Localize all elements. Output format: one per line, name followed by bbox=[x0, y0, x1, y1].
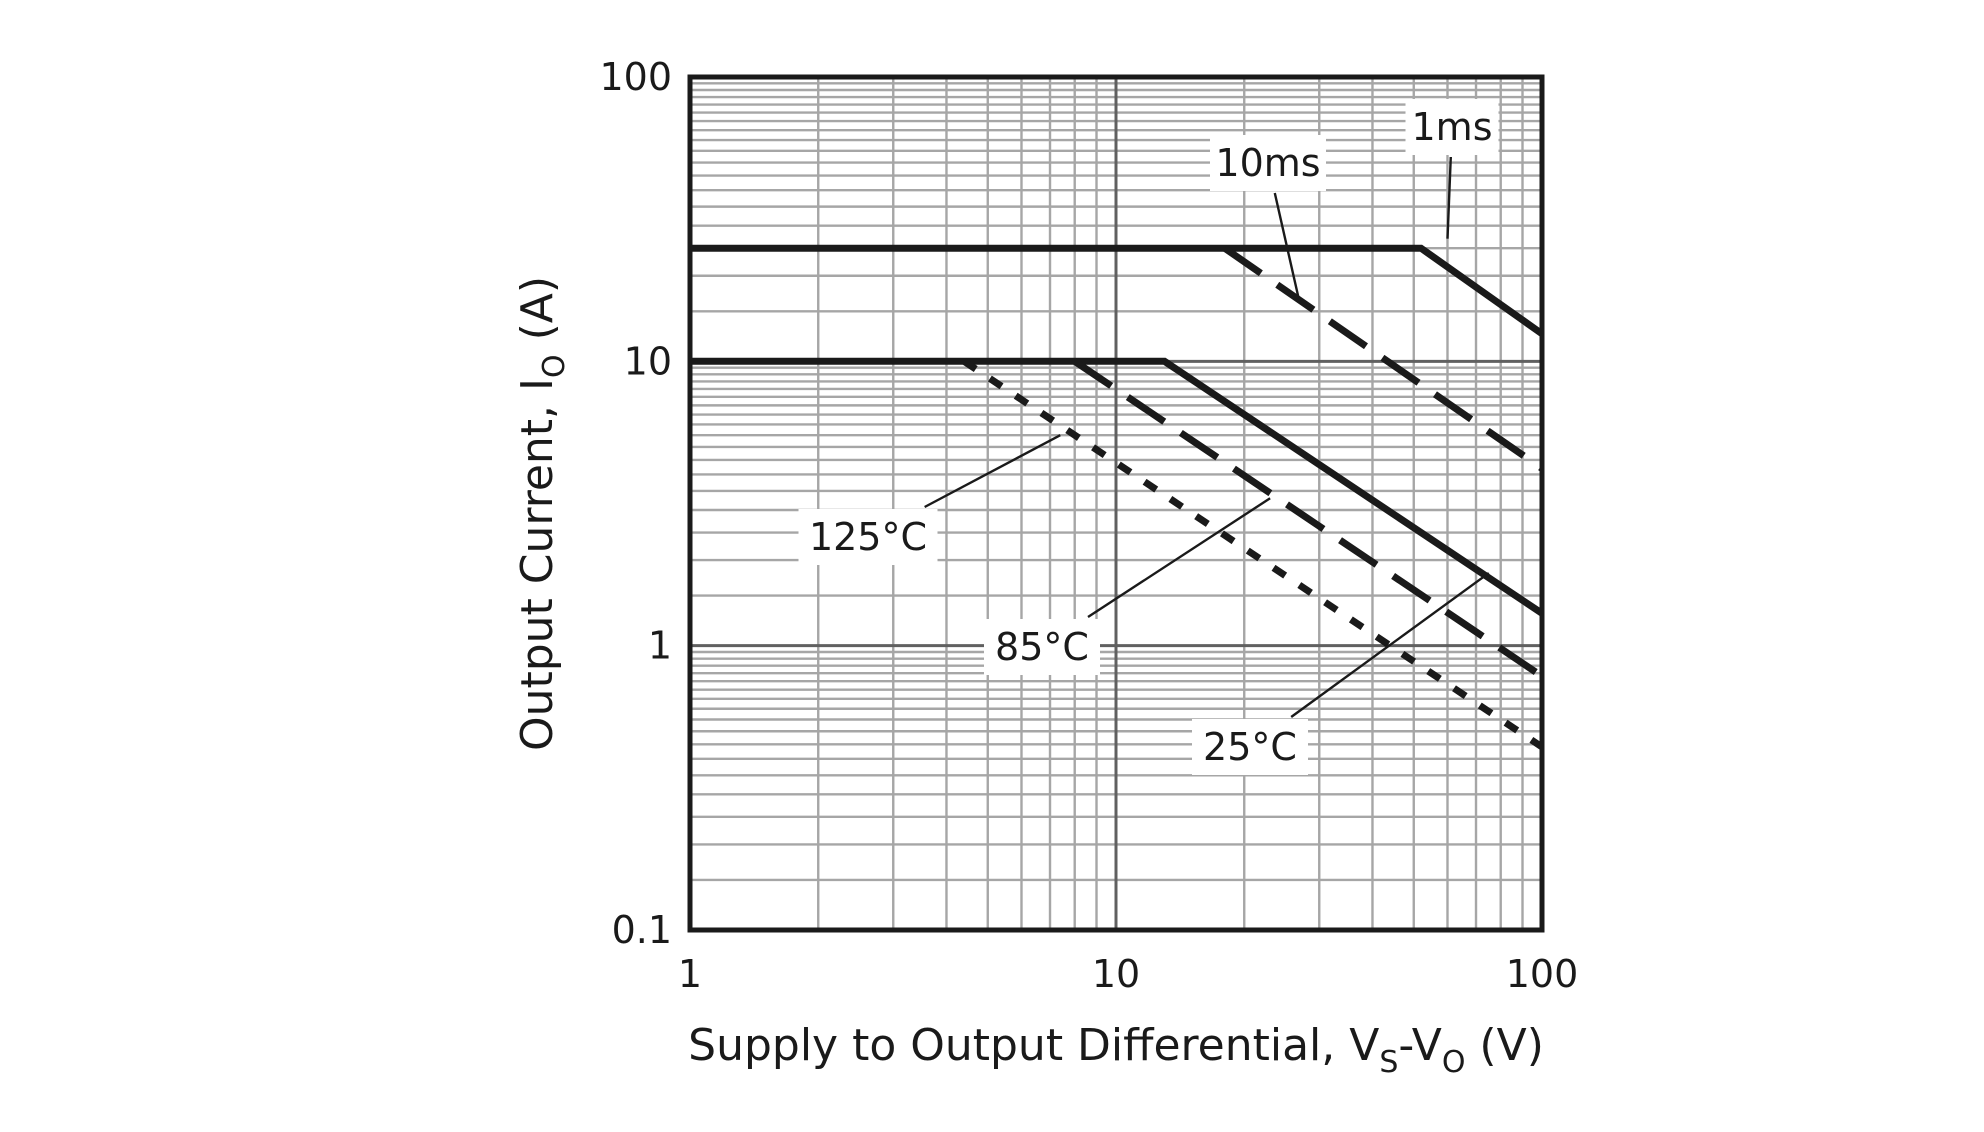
annotation-label-85c: 85°C bbox=[995, 625, 1089, 669]
x-tick-label: 1 bbox=[678, 952, 702, 996]
x-axis-title-mid: -V bbox=[1398, 1020, 1441, 1071]
y-tick-label: 0.1 bbox=[612, 908, 672, 952]
x-tick-label: 100 bbox=[1506, 952, 1579, 996]
x-axis-title-sub-o: O bbox=[1442, 1045, 1466, 1080]
y-axis-title-sub: O bbox=[537, 354, 572, 378]
grid-lines bbox=[690, 77, 1542, 930]
series-line-10ms bbox=[1222, 245, 1544, 472]
annotation-leader-10ms bbox=[1273, 192, 1301, 304]
x-axis-title-main: Supply to Output Differential, V bbox=[688, 1020, 1379, 1071]
annotation-label-25c: 25°C bbox=[1203, 725, 1297, 769]
annotation-label-bg-85c bbox=[984, 619, 1100, 675]
annotation-label-1ms: 1ms bbox=[1412, 105, 1493, 149]
annotation-leader-85c bbox=[1087, 497, 1271, 619]
y-tick-label: 1 bbox=[648, 624, 672, 668]
x-axis-title: Supply to Output Differential, VS-VO (V) bbox=[688, 1020, 1544, 1080]
annotation-label-bg-1ms bbox=[1405, 99, 1499, 155]
x-axis-title-end: (V) bbox=[1465, 1020, 1543, 1071]
series-group bbox=[690, 244, 1545, 750]
y-axis-title: Output Current, IO (A) bbox=[512, 276, 572, 751]
annotation-leader-25c bbox=[1290, 572, 1490, 718]
y-axis-title-main: Output Current, I bbox=[512, 378, 563, 751]
x-axis-title-sub-s: S bbox=[1379, 1045, 1398, 1080]
series-line-125c bbox=[962, 358, 1544, 750]
annotation-label-125c: 125°C bbox=[809, 515, 927, 559]
annotation-label-bg-125c bbox=[798, 509, 938, 565]
series-line-85c bbox=[1072, 358, 1544, 680]
y-tick-label: 10 bbox=[624, 339, 672, 383]
annotation-label-bg-10ms bbox=[1210, 135, 1326, 191]
y-tick-label: 100 bbox=[599, 55, 672, 99]
series-line-1ms bbox=[690, 244, 1545, 337]
annotation-leader-125c bbox=[924, 434, 1061, 509]
series-line-25c bbox=[690, 357, 1544, 617]
annotation-label-10ms: 10ms bbox=[1215, 141, 1320, 185]
annotation-leader-1ms bbox=[1446, 156, 1452, 239]
x-tick-label: 10 bbox=[1092, 952, 1140, 996]
y-axis-title-end: (A) bbox=[512, 276, 563, 354]
annotation-label-bg-25c bbox=[1192, 719, 1308, 775]
plot-frame bbox=[687, 74, 1545, 933]
annotations-group: 1ms 10ms 125°C 85°C 25°C bbox=[798, 99, 1499, 775]
